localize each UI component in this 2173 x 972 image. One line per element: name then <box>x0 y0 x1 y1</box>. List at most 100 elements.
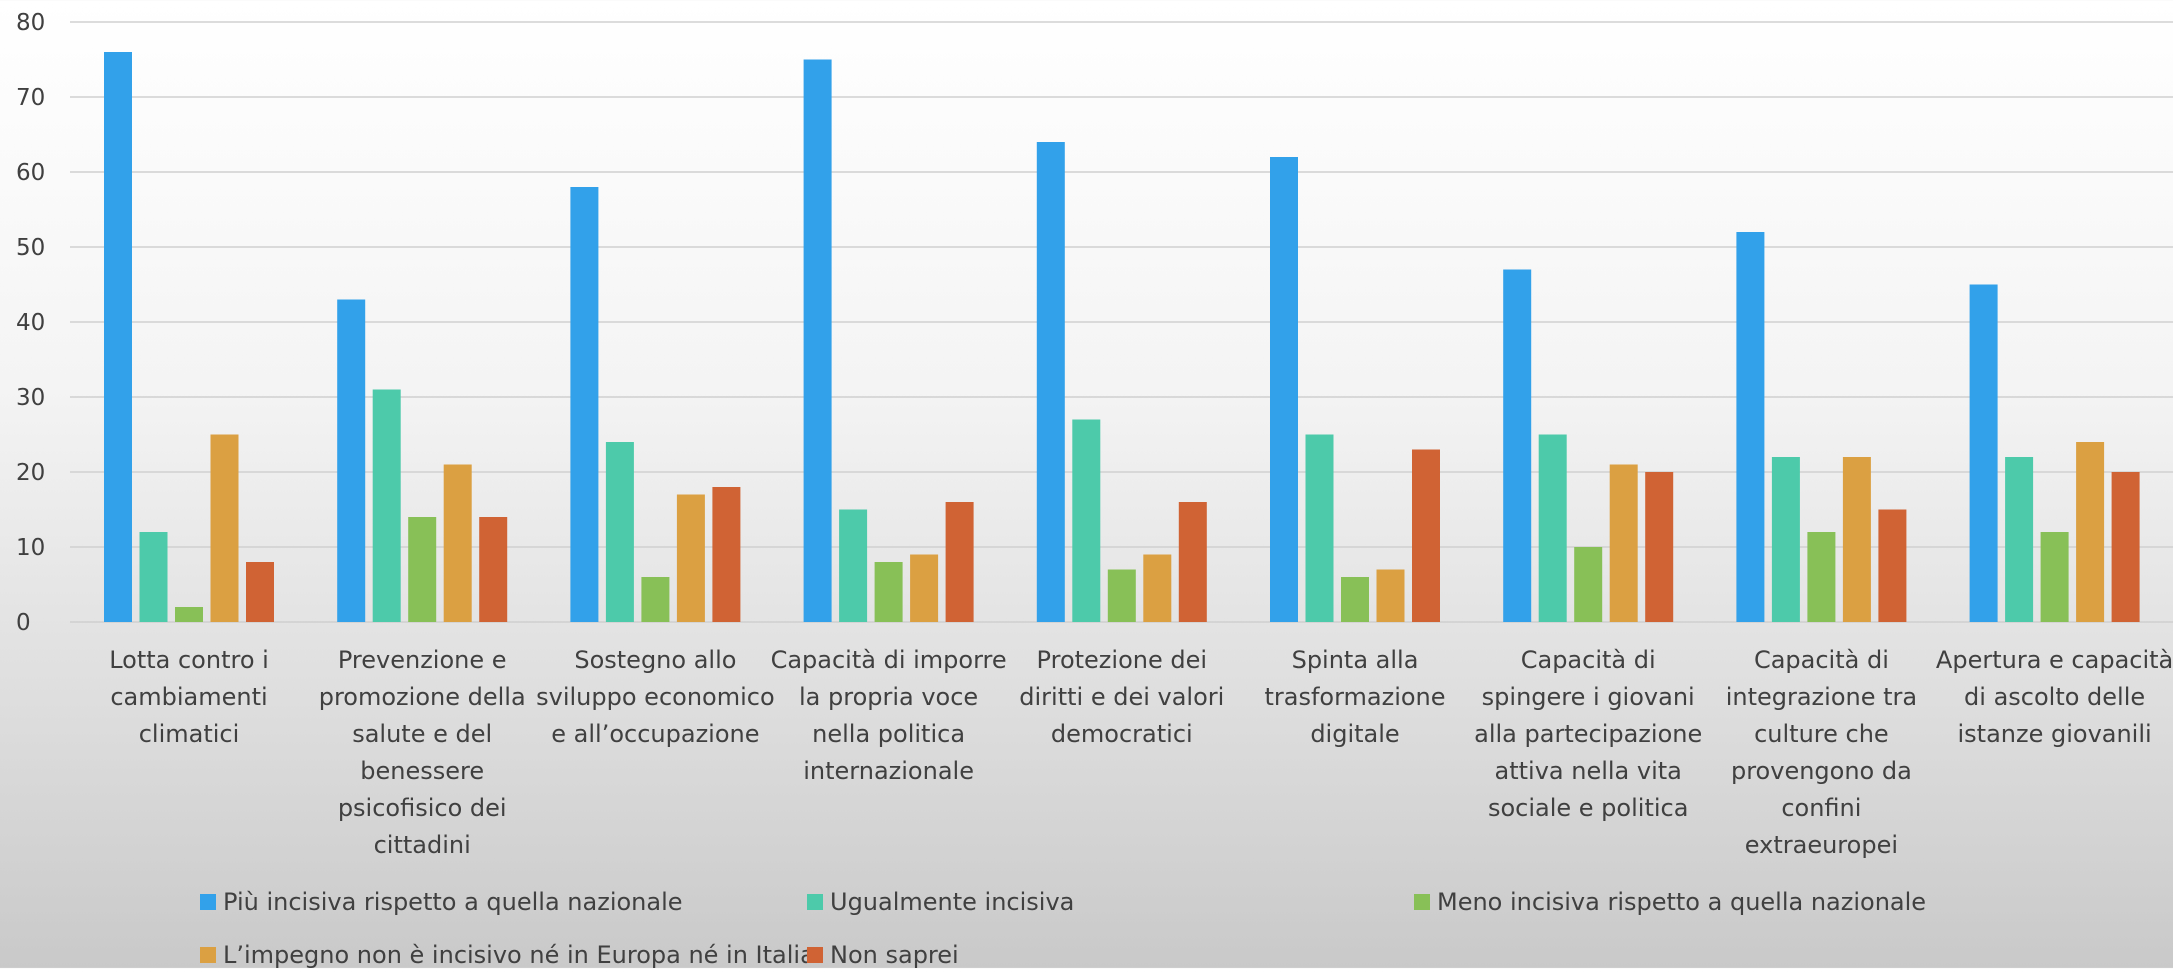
bar-series-4-category-1 <box>211 435 239 623</box>
legend-swatch <box>200 894 216 910</box>
y-tick-label: 70 <box>16 85 45 111</box>
x-tick-label-line: Capacità di <box>1754 646 1889 674</box>
x-tick-label-line: alla partecipazione <box>1474 720 1702 748</box>
bar-series-5-category-7 <box>1645 472 1673 622</box>
x-tick-label-line: trasformazione <box>1264 683 1445 711</box>
bar-series-5-category-8 <box>1878 510 1906 623</box>
bar-series-5-category-6 <box>1412 450 1440 623</box>
x-tick-label-line: extraeuropei <box>1745 831 1898 859</box>
legend-swatch <box>807 894 823 910</box>
bar-series-3-category-4 <box>875 562 903 622</box>
x-tick-label-line: Sostegno allo <box>574 646 736 674</box>
x-tick-label-line: cambiamenti <box>110 683 267 711</box>
bar-series-2-category-5 <box>1072 420 1100 623</box>
x-tick-label-line: Capacità di imporre <box>771 646 1007 674</box>
y-tick-label: 0 <box>16 610 31 636</box>
bar-series-5-category-3 <box>712 487 740 622</box>
x-tick-label-line: sviluppo economico <box>536 683 775 711</box>
bar-series-3-category-2 <box>408 517 436 622</box>
bar-series-3-category-7 <box>1574 547 1602 622</box>
bar-series-2-category-3 <box>606 442 634 622</box>
x-tick-label-line: climatici <box>139 720 240 748</box>
x-tick-label-line: psicofisico dei <box>338 794 507 822</box>
y-tick-label: 50 <box>16 235 45 261</box>
bar-series-4-category-7 <box>1610 465 1638 623</box>
bars <box>104 52 2140 622</box>
legend-label: Più incisiva rispetto a quella nazionale <box>223 888 683 916</box>
legend-swatch <box>200 947 216 963</box>
bar-series-1-category-4 <box>804 60 832 623</box>
x-tick-label-line: sociale e politica <box>1488 794 1688 822</box>
x-tick-label: Spinta alla trasformazione digitale <box>1264 646 1445 748</box>
bar-series-5-category-4 <box>946 502 974 622</box>
x-tick-label-line: Spinta alla <box>1292 646 1419 674</box>
bar-series-2-category-2 <box>373 390 401 623</box>
x-tick-label-line: promozione della <box>319 683 526 711</box>
x-tick-label-line: Prevenzione e <box>338 646 507 674</box>
x-tick-label-line: salute e del <box>352 720 492 748</box>
x-tick-label-line: diritti e dei valori <box>1019 683 1224 711</box>
legend-item-meno-incisiva: Meno incisiva rispetto a quella nazional… <box>1414 885 1926 919</box>
x-tick-label-line: Capacità di <box>1521 646 1656 674</box>
x-tick-label-line: Apertura e capacità <box>1936 646 2173 674</box>
x-tick-label-line: Protezione dei <box>1037 646 1207 674</box>
legend-label: Meno incisiva rispetto a quella nazional… <box>1437 888 1926 916</box>
legend-swatch <box>807 947 823 963</box>
x-tick-label: Capacità di spingere i giovani alla partec… <box>1474 646 1702 822</box>
x-tick-label-line: benessere <box>360 757 484 785</box>
legend-label: Ugualmente incisiva <box>830 888 1074 916</box>
y-tick-label: 20 <box>16 460 45 486</box>
bar-series-4-category-9 <box>2076 442 2104 622</box>
y-tick-label: 10 <box>16 535 45 561</box>
y-tick-label: 30 <box>16 385 45 411</box>
x-axis-labels: Lotta contro i cambiamenti climatici Preven… <box>109 646 2173 859</box>
x-tick-label-line: e all’occupazione <box>551 720 759 748</box>
legend-item-non-saprei: Non saprei <box>807 938 959 972</box>
bar-series-1-category-1 <box>104 52 132 622</box>
bar-series-1-category-7 <box>1503 270 1531 623</box>
bar-series-1-category-2 <box>337 300 365 623</box>
bar-series-3-category-6 <box>1341 577 1369 622</box>
x-tick-label-line: di ascolto delle <box>1964 683 2145 711</box>
y-tick-label: 80 <box>16 10 45 36</box>
x-tick-label-line: democratici <box>1051 720 1193 748</box>
bar-series-2-category-6 <box>1306 435 1334 623</box>
x-tick-label-line: integrazione tra <box>1726 683 1917 711</box>
legend-label: Non saprei <box>830 941 959 969</box>
x-tick-label: Protezione dei diritti e dei valori democr… <box>1019 646 1224 748</box>
bar-series-1-category-3 <box>570 187 598 622</box>
bar-series-3-category-1 <box>175 607 203 622</box>
bar-series-5-category-2 <box>479 517 507 622</box>
x-tick-label-line: confini <box>1781 794 1861 822</box>
bar-series-3-category-8 <box>1807 532 1835 622</box>
x-tick-label-line: nella politica <box>812 720 965 748</box>
legend-swatch <box>1414 894 1430 910</box>
bar-series-4-category-4 <box>910 555 938 623</box>
legend-item-impegno-non-incisivo: L’impegno non è incisivo né in Europa né… <box>200 938 815 972</box>
x-tick-label: Lotta contro i cambiamenti climatici <box>109 646 269 748</box>
y-tick-label: 40 <box>16 310 45 336</box>
bar-series-1-category-8 <box>1736 232 1764 622</box>
x-tick-label-line: cittadini <box>374 831 471 859</box>
x-tick-label: Apertura e capacità di ascolto delle istan… <box>1936 646 2173 748</box>
x-tick-label: Capacità di imporre la propria voce nella … <box>771 646 1007 785</box>
x-tick-label-line: attiva nella vita <box>1495 757 1682 785</box>
legend-label: L’impegno non è incisivo né in Europa né… <box>223 941 815 969</box>
bar-series-5-category-1 <box>246 562 274 622</box>
x-tick-label: Capacità di integrazione tra culture che pr… <box>1726 646 1917 859</box>
bar-series-1-category-9 <box>1970 285 1998 623</box>
legend-item-ugualmente-incisiva: Ugualmente incisiva <box>807 885 1074 919</box>
y-tick-label: 60 <box>16 160 45 186</box>
bar-series-5-category-5 <box>1179 502 1207 622</box>
x-tick-label-line: spingere i giovani <box>1482 683 1695 711</box>
x-tick-label: Prevenzione e promozione della salute e de… <box>319 646 526 859</box>
bar-series-1-category-5 <box>1037 142 1065 622</box>
bar-chart: 0 10 20 30 40 50 60 70 80 Lotta contro i cambiame… <box>0 0 2173 900</box>
bar-series-2-category-1 <box>140 532 168 622</box>
x-tick-label-line: provengono da <box>1731 757 1912 785</box>
bar-series-4-category-2 <box>444 465 472 623</box>
bar-series-3-category-9 <box>2041 532 2069 622</box>
bar-series-2-category-9 <box>2005 457 2033 622</box>
x-tick-label: Sostegno allo sviluppo economico e all’occ… <box>536 646 775 748</box>
x-tick-label-line: Lotta contro i <box>109 646 269 674</box>
